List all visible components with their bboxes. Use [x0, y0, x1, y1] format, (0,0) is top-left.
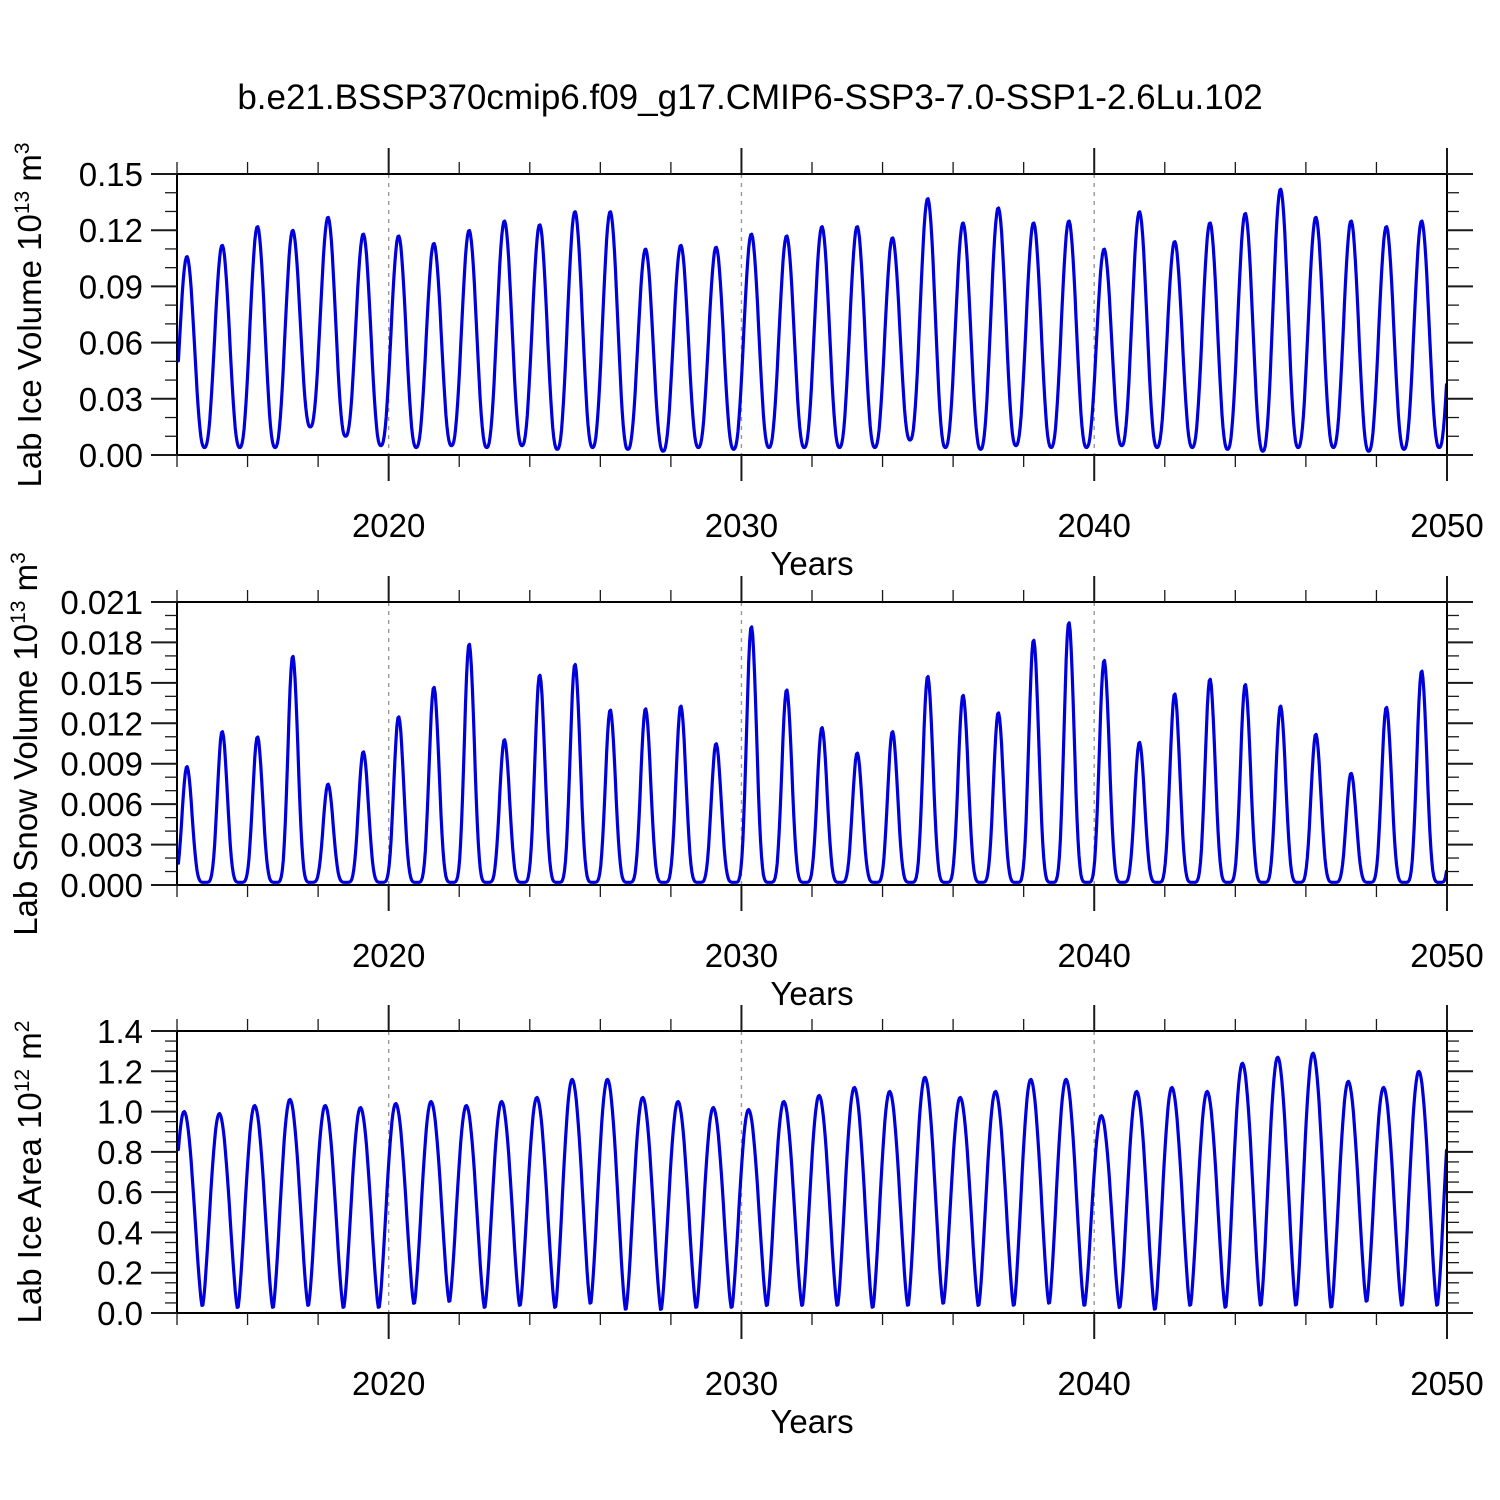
ylabel-text: m	[7, 563, 44, 601]
y-tick-label: 1.4	[97, 1013, 143, 1050]
ylabel-text: Lab Snow Volume 10	[7, 623, 44, 936]
y-tick-label: 0.15	[79, 156, 143, 193]
ylabel-text: Lab Ice Volume 10	[11, 214, 48, 488]
y-tick-label: 0.003	[60, 827, 143, 864]
figure-title: b.e21.BSSP370cmip6.f09_g17.CMIP6-SSP3-7.…	[237, 78, 1263, 117]
ylabel-superscript: 3	[7, 552, 30, 564]
y-tick-label: 1.2	[97, 1053, 143, 1090]
ylabel-text: m	[11, 1032, 48, 1069]
y-tick-label: 0.000	[60, 867, 143, 904]
x-tick-label: 2050	[1410, 507, 1483, 544]
y-tick-label: 0.0	[97, 1295, 143, 1332]
y-tick-label: 0.06	[79, 325, 143, 362]
ylabel-superscript: 13	[7, 600, 30, 624]
x-tick-label: 2020	[352, 507, 425, 544]
x-tick-label: 2030	[705, 507, 778, 544]
gridlines	[387, 1031, 1095, 1313]
y-tick-label: 0.012	[60, 705, 143, 742]
ylabel-superscript: 12	[11, 1068, 34, 1093]
x-tick-label: 2030	[705, 1365, 778, 1402]
ylabel-text: m	[11, 154, 48, 191]
data-line-lab-ice-area	[177, 1051, 1447, 1311]
y-tick-label: 0.03	[79, 381, 143, 418]
x-tick-label: 2050	[1410, 1365, 1483, 1402]
axis-ticks	[151, 1005, 1473, 1339]
data-line-lab-snow-volume	[177, 621, 1447, 884]
y-axis-label-ice-area: Lab Ice Area 1012 m2	[11, 1021, 49, 1324]
y-tick-label: 0.021	[60, 584, 143, 621]
x-tick-label: 2040	[1058, 507, 1131, 544]
x-tick-label: 2020	[352, 937, 425, 974]
y-tick-label: 0.00	[79, 437, 143, 474]
y-tick-label: 1.0	[97, 1094, 143, 1131]
y-tick-label: 0.12	[79, 212, 143, 249]
x-tick-label: 2040	[1058, 937, 1131, 974]
axis-tick-labels: 2020 2030 2040 2050 0.00.2 0.40.60.81.0 1.21.4	[97, 1013, 1484, 1402]
y-tick-label: 0.009	[60, 746, 143, 783]
x-tick-label: 2040	[1058, 1365, 1131, 1402]
axis-ticks	[151, 576, 1473, 911]
y-tick-label: 0.4	[97, 1214, 143, 1251]
x-axis-label: Years	[770, 545, 853, 582]
y-tick-label: 0.015	[60, 665, 143, 702]
axis-tick-labels: 2020 2030 2040 2050 0.00 0.03 0.06 0.09 0.12 0.15	[79, 156, 1484, 544]
x-tick-label: 2020	[352, 1365, 425, 1402]
y-axis-label-snow-volume: Lab Snow Volume 1013 m3	[7, 552, 45, 936]
y-tick-label: 0.018	[60, 624, 143, 661]
axis-ticks	[151, 148, 1473, 481]
ylabel-superscript: 2	[11, 1020, 34, 1033]
x-axis-label: Years	[770, 975, 853, 1012]
x-tick-label: 2050	[1410, 937, 1483, 974]
y-axis-label-ice-volume: Lab Ice Volume 1013 m3	[11, 142, 49, 487]
data-line-lab-ice-volume	[177, 187, 1447, 453]
y-tick-label: 0.006	[60, 786, 143, 823]
y-tick-label: 0.8	[97, 1134, 143, 1171]
ylabel-superscript: 13	[11, 190, 34, 215]
y-tick-label: 0.09	[79, 268, 143, 305]
plot-frame	[176, 601, 1448, 886]
x-axis-label: Years	[770, 1403, 853, 1440]
ylabel-superscript: 3	[11, 142, 34, 155]
panel-lab-ice-volume: 2020 2030 2040 2050 0.00 0.03 0.06 0.09 0.12 0.15…	[79, 148, 1484, 582]
y-tick-label: 0.6	[97, 1174, 143, 1211]
x-tick-label: 2030	[705, 937, 778, 974]
y-tick-label: 0.2	[97, 1255, 143, 1292]
gridlines	[387, 174, 1095, 455]
ylabel-text: Lab Ice Area 10	[11, 1092, 48, 1324]
panel-lab-ice-area: 2020 2030 2040 2050 0.00.2 0.40.60.81.0 1.21.4…	[97, 1005, 1484, 1440]
